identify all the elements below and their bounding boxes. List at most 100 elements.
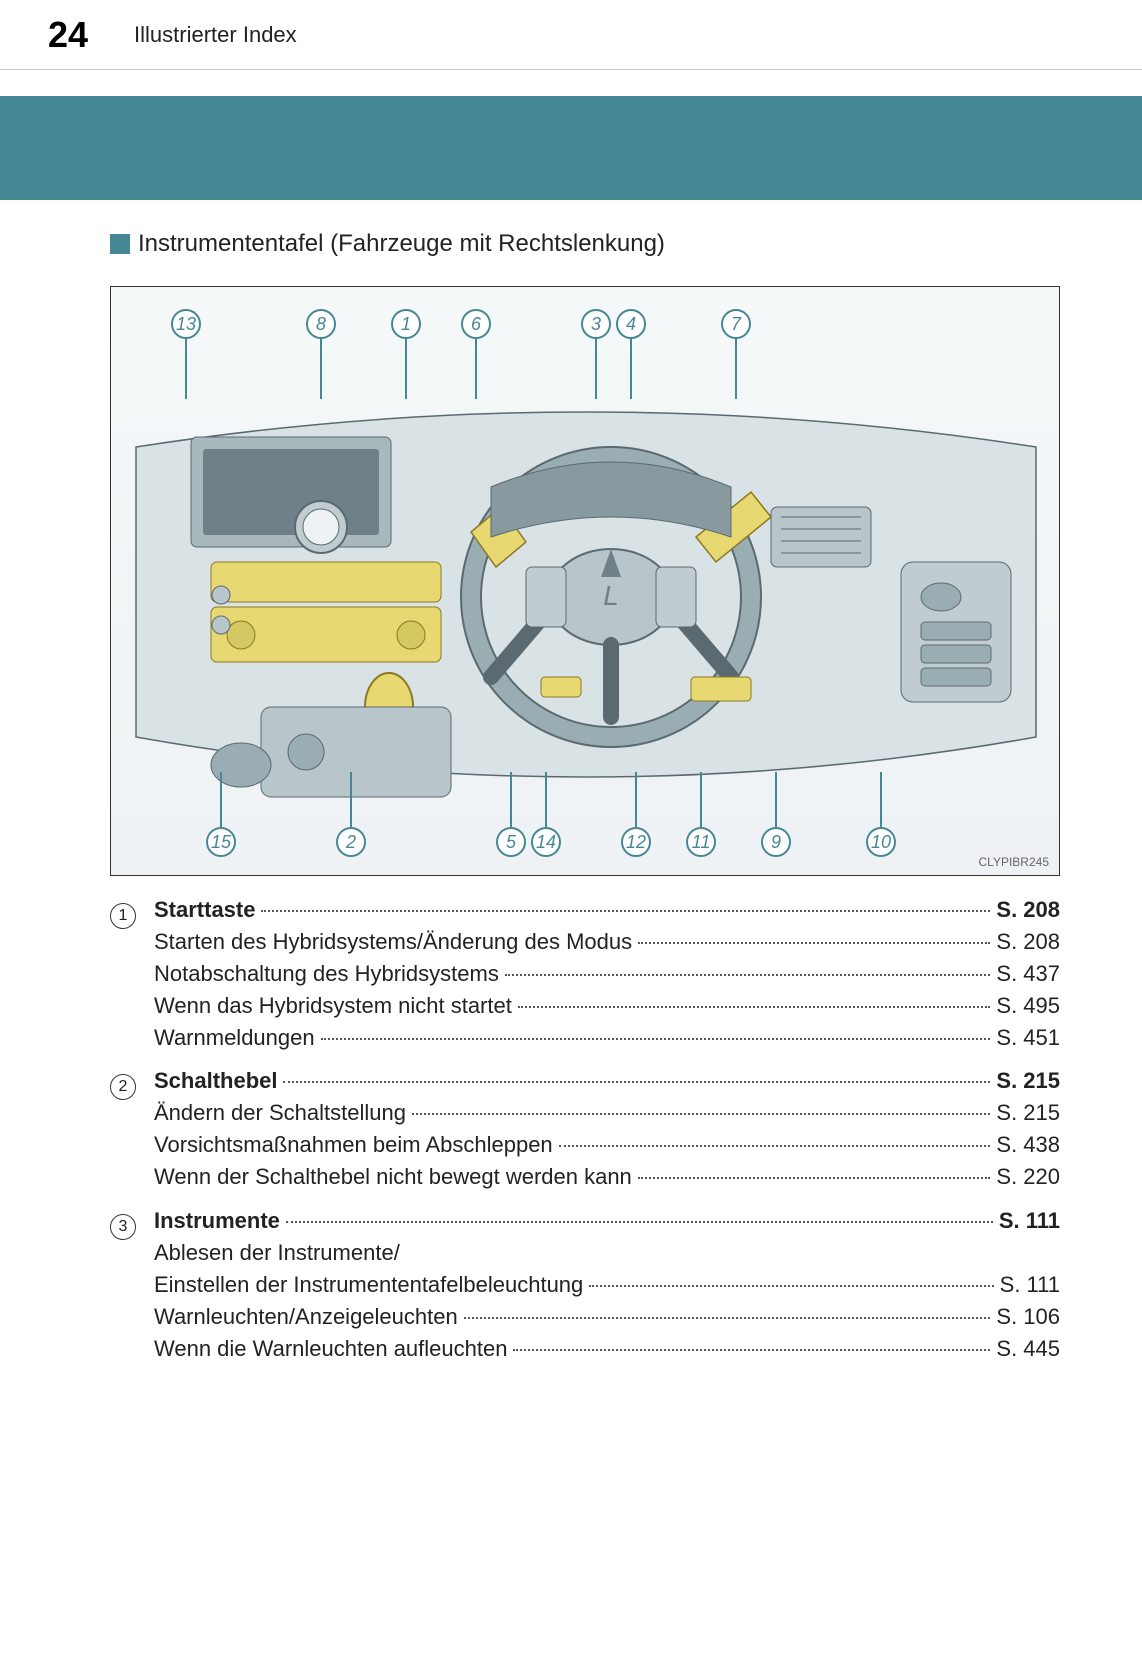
leader-dots	[505, 974, 991, 976]
index-sub-row: Wenn die Warnleuchten aufleuchtenS. 445	[110, 1333, 1060, 1365]
leader-dots	[559, 1145, 991, 1147]
index-number: 1	[110, 903, 136, 929]
index-sub-label: Wenn die Warnleuchten aufleuchten	[154, 1333, 507, 1365]
callout-2: 2	[336, 827, 366, 857]
index-label: Instrumente	[154, 1205, 280, 1237]
callout-6: 6	[461, 309, 491, 339]
callout-9: 9	[761, 827, 791, 857]
content-area: Instrumententafel (Fahrzeuge mit Rechtsl…	[110, 230, 1060, 1376]
leader-dots	[321, 1038, 991, 1040]
index-sub-label: Warnleuchten/Anzeigeleuchten	[154, 1301, 458, 1333]
index-page: S. 111	[999, 1205, 1060, 1237]
callout-8: 8	[306, 309, 336, 339]
callout-3: 3	[581, 309, 611, 339]
index-sub-row: Warnmeldungen S. 451	[110, 1022, 1060, 1054]
leader-line	[405, 339, 407, 399]
leader-dots	[518, 1006, 991, 1008]
index-sub-page: S. 451	[996, 1022, 1060, 1054]
leader-line	[320, 339, 322, 399]
index-label: Starttaste	[154, 894, 255, 926]
leader-dots	[261, 910, 990, 912]
index-sub-row: Starten des Hybridsystems/Änderung des M…	[110, 926, 1060, 958]
leader-line	[630, 339, 632, 399]
callout-13: 13	[171, 309, 201, 339]
index-sub-label: Einstellen der Instrumententafelbeleucht…	[154, 1269, 583, 1301]
leader-line	[350, 772, 352, 827]
index-sub-page: S. 106	[996, 1301, 1060, 1333]
index-sub-row: Einstellen der Instrumententafelbeleucht…	[110, 1269, 1060, 1301]
index-number: 3	[110, 1214, 136, 1240]
leader-line	[735, 339, 737, 399]
index-main-row: 3 Instrumente S. 111	[110, 1205, 1060, 1237]
leader-dots	[412, 1113, 990, 1115]
index-sub-page: S. 495	[996, 990, 1060, 1022]
leader-dots	[638, 1177, 991, 1179]
index-list: 1 Starttaste S. 208 Starten des Hybridsyste…	[110, 894, 1060, 1364]
leader-dots	[286, 1221, 993, 1223]
index-sub-row: Ändern der Schaltstellung S. 215	[110, 1097, 1060, 1129]
index-page: S. 215	[996, 1065, 1060, 1097]
leader-line	[220, 772, 222, 827]
callout-7: 7	[721, 309, 751, 339]
leader-line	[595, 339, 597, 399]
index-sub-row: Wenn das Hybridsystem nicht startet S. 49…	[110, 990, 1060, 1022]
leader-line	[510, 772, 512, 827]
index-sub-label: Warnmeldungen	[154, 1022, 315, 1054]
index-sub-label: Ändern der Schaltstellung	[154, 1097, 406, 1129]
leader-line	[475, 339, 477, 399]
callout-12: 12	[621, 827, 651, 857]
index-sub-row: Notabschaltung des Hybridsystems S. 437	[110, 958, 1060, 990]
leader-dots	[638, 942, 990, 944]
section-title-text: Instrumententafel (Fahrzeuge mit Rechtsl…	[138, 230, 665, 258]
callout-5: 5	[496, 827, 526, 857]
callout-1: 1	[391, 309, 421, 339]
index-sub-label: Wenn der Schalthebel nicht bewegt werden…	[154, 1161, 632, 1193]
leader-line	[545, 772, 547, 827]
teal-band	[0, 96, 1142, 200]
square-bullet-icon	[110, 234, 130, 254]
index-number: 2	[110, 1074, 136, 1100]
index-label: Schalthebel	[154, 1065, 277, 1097]
leader-dots	[589, 1285, 993, 1287]
index-sub-label: Starten des Hybridsystems/Änderung des M…	[154, 926, 632, 958]
callout-10: 10	[866, 827, 896, 857]
index-sub-row: Warnleuchten/Anzeigeleuchten S. 106	[110, 1301, 1060, 1333]
page-number: 24	[48, 14, 88, 56]
index-sub-row: Vorsichtsmaßnahmen beim Abschleppen S. 43…	[110, 1129, 1060, 1161]
index-sub-page: S. 208	[996, 926, 1060, 958]
leader-line	[700, 772, 702, 827]
index-sub-row: Wenn der Schalthebel nicht bewegt werden…	[110, 1161, 1060, 1193]
index-sub-row: Ablesen der Instrumente/	[110, 1237, 1060, 1269]
callout-11: 11	[686, 827, 716, 857]
index-group-2: 2SchalthebelS. 215Ändern der Schaltstell…	[110, 1065, 1060, 1193]
section-heading: Instrumententafel (Fahrzeuge mit Rechtsl…	[110, 230, 1060, 258]
index-sub-label: Notabschaltung des Hybridsystems	[154, 958, 499, 990]
index-page: S. 208	[996, 894, 1060, 926]
svg-text:L: L	[603, 580, 619, 611]
leader-dots	[464, 1317, 991, 1319]
callout-4: 4	[616, 309, 646, 339]
page-header: 24 Illustrierter Index	[0, 0, 1142, 70]
chapter-title: Illustrierter Index	[134, 22, 297, 48]
index-main-row: 1 Starttaste S. 208	[110, 894, 1060, 926]
index-sub-page: S. 438	[996, 1129, 1060, 1161]
callout-15: 15	[206, 827, 236, 857]
index-main-row: 2 Schalthebel S. 215	[110, 1065, 1060, 1097]
leader-dots	[283, 1081, 990, 1083]
dashboard-diagram: L	[110, 286, 1060, 876]
index-sub-label: Vorsichtsmaßnahmen beim Abschleppen	[154, 1129, 553, 1161]
index-sub-page: S. 215	[996, 1097, 1060, 1129]
dashboard-svg: L	[131, 377, 1041, 817]
index-sub-label: Wenn das Hybridsystem nicht startet	[154, 990, 512, 1022]
index-sub-page: S. 220	[996, 1161, 1060, 1193]
callout-14: 14	[531, 827, 561, 857]
leader-line	[880, 772, 882, 827]
index-sub-page: S. 437	[996, 958, 1060, 990]
index-sub-label: Ablesen der Instrumente/	[154, 1237, 400, 1269]
diagram-code: CLYPIBR245	[979, 855, 1049, 869]
leader-line	[635, 772, 637, 827]
index-group-1: 1 Starttaste S. 208 Starten des Hybridsyste…	[110, 894, 1060, 1053]
leader-dots	[513, 1349, 990, 1351]
leader-line	[775, 772, 777, 827]
index-group-3: 3 Instrumente S. 111 Ablesen der Instrument…	[110, 1205, 1060, 1364]
